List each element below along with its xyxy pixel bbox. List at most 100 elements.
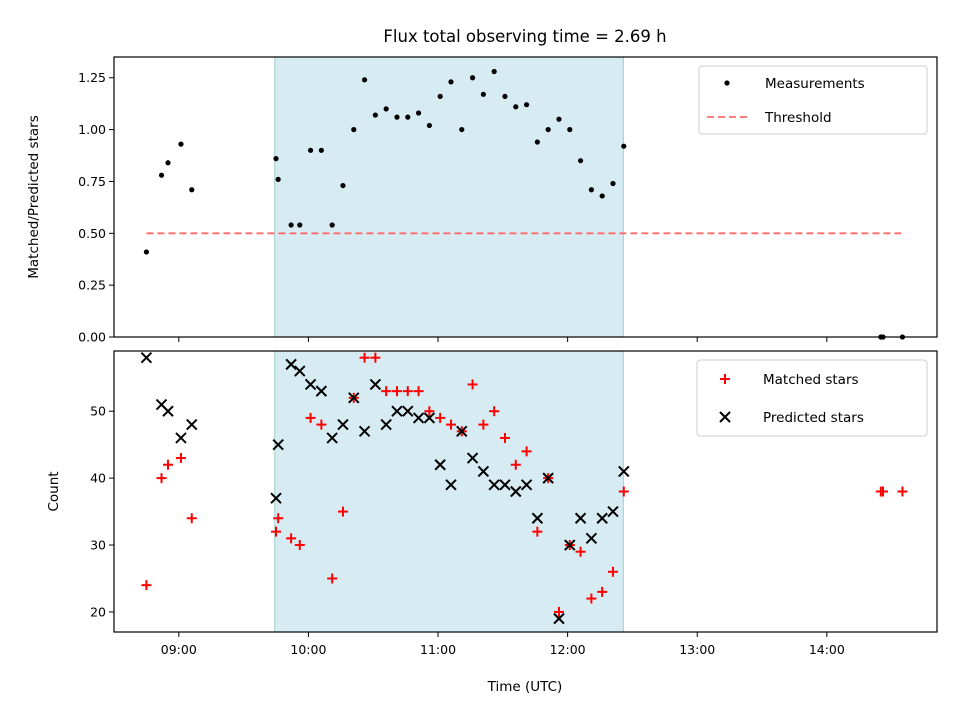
x-stroke-b <box>531 512 544 524</box>
data-point <box>358 425 371 437</box>
y-tick-label: 0.00 <box>78 330 106 345</box>
data-point <box>596 512 608 524</box>
data-point <box>178 141 184 147</box>
x-stroke-b <box>369 378 382 391</box>
data-point <box>272 438 284 451</box>
data-point <box>488 479 500 491</box>
data-point <box>318 147 324 153</box>
x-stroke-b <box>434 459 446 471</box>
data-point <box>542 472 554 484</box>
data-point <box>165 160 171 166</box>
data-point <box>556 116 562 122</box>
x-tick-label: 14:00 <box>809 642 845 657</box>
data-point <box>288 222 294 228</box>
y-tick-label: 1.25 <box>78 70 106 85</box>
data-point <box>448 79 454 85</box>
data-point <box>467 379 478 390</box>
x-stroke-b <box>445 479 457 491</box>
x-stroke-b <box>162 405 174 417</box>
x-stroke-b <box>294 365 306 377</box>
data-point <box>437 93 443 100</box>
data-point <box>412 412 425 424</box>
data-point <box>361 77 368 83</box>
legend-label: Measurements <box>765 76 865 92</box>
data-point <box>305 412 316 423</box>
data-point <box>380 418 392 431</box>
data-point <box>415 110 422 116</box>
observing-interval-shade <box>274 56 624 338</box>
legend-marker <box>724 80 730 86</box>
x-stroke-b <box>326 432 338 444</box>
x-stroke-b <box>175 432 187 444</box>
x-stroke-b <box>618 465 630 478</box>
x-stroke-b <box>337 418 349 431</box>
y-tick-label: 0.75 <box>78 174 106 189</box>
legend-box <box>696 359 928 437</box>
data-point <box>163 459 174 470</box>
data-point <box>372 112 378 118</box>
data-point <box>489 406 500 417</box>
data-point <box>270 492 282 504</box>
data-point <box>877 486 888 497</box>
y-tick-label: 0.25 <box>78 278 106 293</box>
data-point <box>413 386 424 397</box>
x-stroke-b <box>315 385 328 397</box>
data-point <box>271 526 282 537</box>
data-point <box>424 406 435 417</box>
data-point <box>348 392 360 404</box>
x-axis-label: Time (UTC) <box>487 679 563 695</box>
x-stroke-b <box>380 418 392 431</box>
data-point <box>523 102 530 108</box>
series-measurements <box>143 68 906 340</box>
data-point <box>480 91 486 97</box>
x-stroke-b <box>140 351 153 364</box>
x-stroke-b <box>423 412 436 424</box>
x-stroke-b <box>542 472 554 484</box>
data-point <box>286 533 297 544</box>
data-point <box>477 465 490 478</box>
x-tick-label: 10:00 <box>290 642 326 657</box>
data-point <box>434 459 446 471</box>
x-stroke-b <box>348 392 360 404</box>
data-point <box>585 532 598 545</box>
ratio-panel: 0.00 0.25 0.50 0.75 1.00 1.25 Matched/Predicte… <box>26 56 938 345</box>
data-point <box>724 80 730 86</box>
data-point <box>158 172 165 178</box>
data-point <box>621 143 627 149</box>
data-point <box>369 378 382 391</box>
legend-marker <box>720 374 730 384</box>
x-stroke-b <box>564 539 576 551</box>
data-point <box>897 486 908 497</box>
data-point <box>491 68 497 75</box>
data-point <box>445 419 456 430</box>
data-point <box>520 479 533 491</box>
x-tick-label: 13:00 <box>679 642 715 657</box>
data-point <box>521 446 532 457</box>
data-point <box>294 365 306 377</box>
data-point <box>545 126 551 133</box>
x-stroke-b <box>553 612 565 625</box>
data-point <box>175 453 186 464</box>
data-point <box>597 586 608 597</box>
data-point <box>423 412 436 424</box>
data-point <box>294 540 305 551</box>
data-point <box>719 411 731 423</box>
x-stroke-b <box>412 412 425 424</box>
data-point <box>370 352 381 363</box>
x-stroke-b <box>391 405 403 417</box>
data-point <box>285 358 297 371</box>
data-point <box>426 122 432 129</box>
data-point <box>502 93 508 100</box>
data-point <box>383 106 389 112</box>
series-matched-stars <box>141 352 908 617</box>
data-point <box>140 351 153 364</box>
x-stroke-b <box>304 378 317 391</box>
data-point <box>351 126 357 133</box>
data-point <box>588 187 594 193</box>
data-point <box>607 505 619 518</box>
y-tick-label: 0.50 <box>78 226 106 241</box>
x-stroke-b <box>477 465 490 478</box>
data-point <box>575 546 586 557</box>
legend-label: Matched stars <box>763 372 859 388</box>
